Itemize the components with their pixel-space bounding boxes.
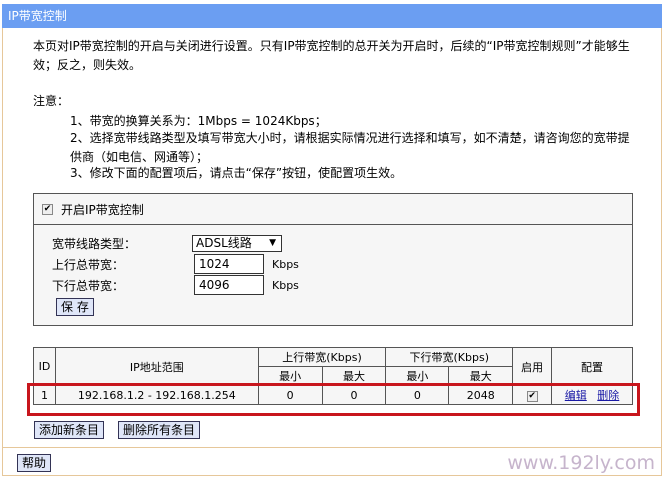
header-ip: IP地址范围	[54, 347, 259, 386]
down-unit: Kbps	[272, 278, 299, 292]
enable-label: 开启IP带宽控制	[61, 202, 144, 217]
up-bandwidth-input[interactable]: 1024	[194, 254, 264, 274]
save-button[interactable]: 保 存	[56, 298, 94, 316]
delete-all-button[interactable]: 删除所有条目	[118, 421, 201, 439]
highlight-box	[27, 383, 640, 416]
notes-label: 注意：	[33, 94, 70, 108]
line-type-select[interactable]: ADSL线路 ▼	[192, 234, 282, 252]
delete-link[interactable]: 删除	[597, 389, 620, 402]
note-1: 1、带宽的换算关系为：1Mbps = 1024Kbps；	[70, 114, 327, 128]
down-bandwidth-input[interactable]: 4096	[194, 275, 264, 295]
up-unit: Kbps	[272, 257, 299, 271]
config-panel: ✔ 开启IP带宽控制 宽带线路类型： ADSL线路 ▼ 上行总带宽： 1024 Kb…	[33, 193, 633, 326]
page-title: IP带宽控制	[2, 4, 662, 28]
cell-enable: ✔	[512, 385, 553, 405]
bottom-bar	[3, 447, 661, 475]
note-3: 3、修改下面的配置项后，请点击“保存”按钮，使配置项生效。	[70, 166, 403, 180]
add-entry-button[interactable]: 添加新条目	[34, 421, 105, 439]
line-type-value: ADSL线路	[196, 235, 252, 250]
watermark: www.192ly.com	[507, 452, 655, 474]
intro-text: 本页对IP带宽控制的开启与关闭进行设置。只有IP带宽控制的总开关为开启时，后续的…	[33, 39, 630, 72]
cell-id: 1	[33, 385, 56, 405]
enable-checkbox[interactable]: ✔	[42, 203, 53, 215]
up-label: 上行总带宽：	[52, 257, 125, 272]
cell-config: 编辑 删除	[551, 385, 633, 405]
note-2: 2、选择宽带线路类型及填写带宽大小时，请根据实际情况进行选择和填写，如不清楚，请…	[70, 131, 630, 164]
help-button[interactable]: 帮助	[17, 454, 52, 472]
rules-table: ID IP地址范围 上行带宽(Kbps) 下行带宽(Kbps) 启用 配置 最小…	[33, 347, 633, 405]
row-enable-checkbox[interactable]: ✔	[526, 391, 538, 402]
header-enable: 启用	[512, 347, 553, 386]
cell-up-max: 0	[321, 385, 387, 405]
header-down: 下行带宽(Kbps)	[385, 347, 514, 367]
table-row: 1 192.168.1.2 - 192.168.1.254 0 0 0 2048…	[33, 385, 633, 405]
header-id: ID	[33, 347, 56, 386]
cell-down-max: 2048	[448, 385, 514, 405]
down-label: 下行总带宽：	[52, 278, 125, 293]
edit-link[interactable]: 编辑	[564, 389, 587, 402]
line-type-label: 宽带线路类型：	[52, 236, 137, 251]
header-config: 配置	[551, 347, 633, 386]
cell-ip: 192.168.1.2 - 192.168.1.254	[54, 385, 259, 405]
header-up: 上行带宽(Kbps)	[257, 347, 387, 367]
header-up-min: 最小	[257, 366, 323, 386]
dropdown-arrow-icon: ▼	[269, 237, 276, 248]
